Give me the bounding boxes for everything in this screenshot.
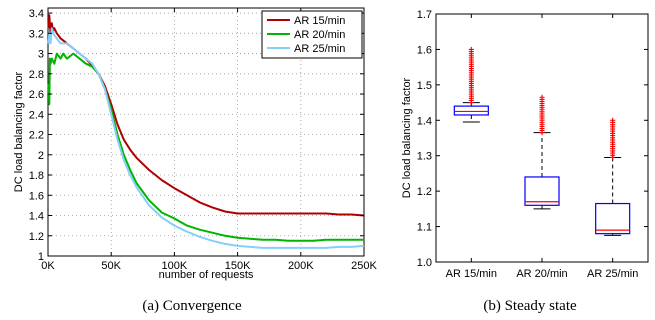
x-tick-label: 150K xyxy=(225,260,251,272)
box-body xyxy=(453,105,489,116)
y-tick-label: 1.3 xyxy=(417,151,432,163)
y-tick-label: 1.4 xyxy=(29,211,44,223)
x-tick-label: 200K xyxy=(288,260,314,272)
y-tick-label: 1.5 xyxy=(417,80,432,92)
convergence-x-axis-label: number of requests xyxy=(159,269,254,281)
x-tick-label: 100K xyxy=(162,260,188,272)
legend-label-3: AR 25/min xyxy=(294,43,345,55)
y-tick-label: 1.0 xyxy=(417,257,432,269)
convergence-y-ticks: 1 1.2 1.4 1.6 1.8 2 2.2 2.4 2.6 2.8 3 3.2 3.4 xyxy=(29,8,364,263)
convergence-y-axis-label: DC load balancing factor xyxy=(13,71,25,192)
series-line-3 xyxy=(47,27,365,249)
outlier-marker xyxy=(610,117,616,123)
y-tick-label: 1.1 xyxy=(417,222,432,234)
convergence-grid xyxy=(48,8,364,256)
y-tick-label: 1.8 xyxy=(29,170,44,182)
series-line-2 xyxy=(47,52,364,242)
convergence-caption: (a) Convergence xyxy=(142,298,242,314)
y-tick-label: 2 xyxy=(38,150,44,162)
y-tick-label: 2.2 xyxy=(29,130,44,142)
convergence-series xyxy=(47,14,365,249)
legend-label-2: AR 20/min xyxy=(294,29,345,41)
y-tick-label: 3 xyxy=(38,49,44,61)
y-tick-label: 1.6 xyxy=(417,44,432,56)
steady-state-chart: 1.0 1.1 1.2 1.3 1.4 1.5 1.6 1.7 AR 15/min AR 20/… xyxy=(401,9,649,314)
outlier-marker xyxy=(468,46,474,52)
y-tick-label: 3.2 xyxy=(29,28,44,40)
x-tick-label: AR 20/min xyxy=(516,268,567,280)
convergence-chart: 11.21.41.61.822.22.42.62.833.23.4 0K 50K 1… xyxy=(13,7,378,314)
series-line-1 xyxy=(47,14,365,217)
y-tick-label: 1.7 xyxy=(417,9,432,21)
box-2 xyxy=(524,94,560,210)
steady-state-caption: (b) Steady state xyxy=(483,298,577,314)
y-tick-label: 1.6 xyxy=(29,190,44,202)
x-tick-label: 50K xyxy=(101,260,121,272)
box-1 xyxy=(453,46,489,123)
convergence-x-ticks: 0K 50K 100K 150K 200K 250K xyxy=(41,8,378,272)
steady-state-x-ticks: AR 15/min AR 20/min AR 25/min xyxy=(446,14,638,280)
steady-state-y-axis-label: DC load balancing factor xyxy=(401,77,413,198)
box-body xyxy=(524,176,560,206)
x-tick-label: 0K xyxy=(41,260,55,272)
steady-state-y-ticks: 1.0 1.1 1.2 1.3 1.4 1.5 1.6 1.7 xyxy=(417,9,648,269)
y-tick-label: 3.4 xyxy=(29,8,44,20)
y-tick-label: 1 xyxy=(38,251,44,263)
y-tick-label: 2.4 xyxy=(29,109,44,121)
x-tick-label: 250K xyxy=(351,260,377,272)
legend-label-1: AR 15/min xyxy=(294,15,345,27)
y-tick-label: 2.8 xyxy=(29,69,44,81)
y-tick-label: 2.6 xyxy=(29,89,44,101)
x-tick-label: AR 15/min xyxy=(446,268,497,280)
convergence-legend: AR 15/min AR 20/min AR 25/min xyxy=(261,10,363,59)
steady-state-boxes xyxy=(453,46,631,236)
y-tick-label: 1.4 xyxy=(417,115,432,127)
y-tick-label: 1.2 xyxy=(29,231,44,243)
y-tick-label: 1.2 xyxy=(417,186,432,198)
outlier-marker xyxy=(539,94,545,100)
x-tick-label: AR 25/min xyxy=(587,268,638,280)
box-body xyxy=(595,202,631,235)
box-3 xyxy=(595,117,631,236)
